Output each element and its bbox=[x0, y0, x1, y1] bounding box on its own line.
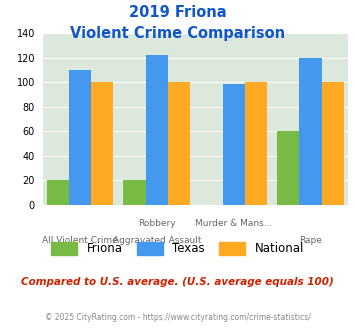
Bar bbox=[223, 84, 245, 205]
Text: © 2025 CityRating.com - https://www.cityrating.com/crime-statistics/: © 2025 CityRating.com - https://www.city… bbox=[45, 314, 310, 322]
Text: Murder & Mans...: Murder & Mans... bbox=[195, 219, 272, 228]
Bar bbox=[168, 82, 190, 205]
Text: Robbery: Robbery bbox=[138, 219, 176, 228]
Text: All Violent Crime: All Violent Crime bbox=[42, 236, 118, 245]
Text: Rape: Rape bbox=[299, 236, 322, 245]
Bar bbox=[91, 82, 113, 205]
Text: Compared to U.S. average. (U.S. average equals 100): Compared to U.S. average. (U.S. average … bbox=[21, 277, 334, 287]
Bar bbox=[299, 57, 322, 205]
Text: 2019 Friona: 2019 Friona bbox=[129, 5, 226, 20]
Text: Aggravated Assault: Aggravated Assault bbox=[113, 236, 201, 245]
Text: Violent Crime Comparison: Violent Crime Comparison bbox=[70, 26, 285, 41]
Bar bbox=[277, 131, 299, 205]
Bar bbox=[146, 55, 168, 205]
Legend: Friona, Texas, National: Friona, Texas, National bbox=[47, 237, 308, 260]
Bar bbox=[69, 70, 91, 205]
Bar bbox=[245, 82, 267, 205]
Bar bbox=[124, 180, 146, 205]
Bar bbox=[322, 82, 344, 205]
Bar bbox=[47, 180, 69, 205]
